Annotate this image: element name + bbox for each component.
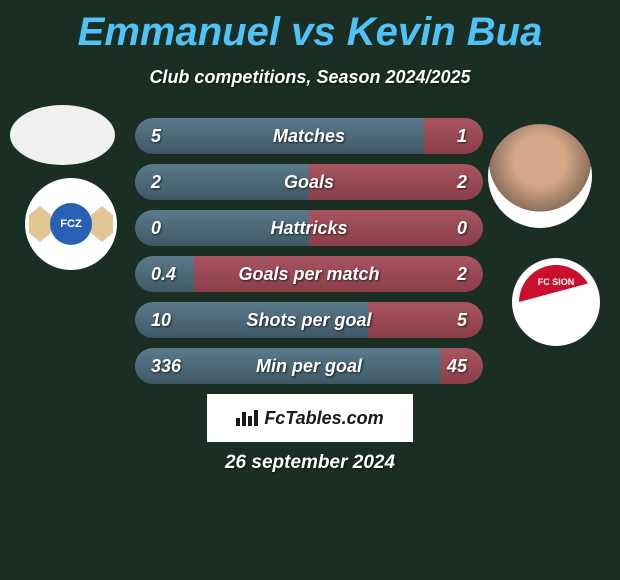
fcz-badge: FCZ bbox=[50, 203, 92, 245]
stat-label: Hattricks bbox=[270, 218, 347, 239]
stat-label: Min per goal bbox=[256, 356, 362, 377]
stat-value-right: 45 bbox=[447, 356, 467, 377]
stat-value-left: 0 bbox=[151, 218, 161, 239]
stat-row: 0 Hattricks 0 bbox=[135, 210, 483, 246]
stat-value-right: 1 bbox=[457, 126, 467, 147]
stat-label: Goals bbox=[284, 172, 334, 193]
stat-value-right: 5 bbox=[457, 310, 467, 331]
stat-label: Goals per match bbox=[238, 264, 379, 285]
stat-value-left: 336 bbox=[151, 356, 181, 377]
stat-value-right: 2 bbox=[457, 264, 467, 285]
stat-row: 0.4 Goals per match 2 bbox=[135, 256, 483, 292]
sion-text: FC SION bbox=[538, 277, 575, 287]
player2-club-logo: FC SION bbox=[512, 258, 600, 346]
fctables-badge: FcTables.com bbox=[207, 394, 413, 442]
stat-label: Shots per goal bbox=[246, 310, 371, 331]
bars-icon bbox=[236, 410, 258, 426]
player2-avatar bbox=[488, 124, 592, 228]
date-text: 26 september 2024 bbox=[225, 452, 395, 474]
comparison-title: Emmanuel vs Kevin Bua bbox=[0, 0, 620, 55]
stat-value-left: 0.4 bbox=[151, 264, 176, 285]
sion-badge: FC SION bbox=[519, 265, 593, 339]
subtitle: Club competitions, Season 2024/2025 bbox=[0, 67, 620, 88]
player2-name: Kevin Bua bbox=[347, 10, 543, 54]
stat-bar-left bbox=[135, 164, 309, 200]
player1-avatar bbox=[10, 105, 115, 165]
stat-value-left: 5 bbox=[151, 126, 161, 147]
stat-value-right: 2 bbox=[457, 172, 467, 193]
fctables-text: FcTables.com bbox=[264, 408, 383, 429]
stat-value-left: 2 bbox=[151, 172, 161, 193]
stat-row: 10 Shots per goal 5 bbox=[135, 302, 483, 338]
stat-value-left: 10 bbox=[151, 310, 171, 331]
player1-club-logo: FCZ bbox=[25, 178, 117, 270]
vs-text: vs bbox=[291, 10, 336, 54]
stat-row: 336 Min per goal 45 bbox=[135, 348, 483, 384]
player1-name: Emmanuel bbox=[78, 10, 280, 54]
stat-row: 2 Goals 2 bbox=[135, 164, 483, 200]
stat-bar-right bbox=[424, 118, 483, 154]
stat-value-right: 0 bbox=[457, 218, 467, 239]
stat-label: Matches bbox=[273, 126, 345, 147]
stat-row: 5 Matches 1 bbox=[135, 118, 483, 154]
stats-table: 5 Matches 1 2 Goals 2 0 Hattricks 0 0.4 Goals per … bbox=[135, 118, 483, 394]
